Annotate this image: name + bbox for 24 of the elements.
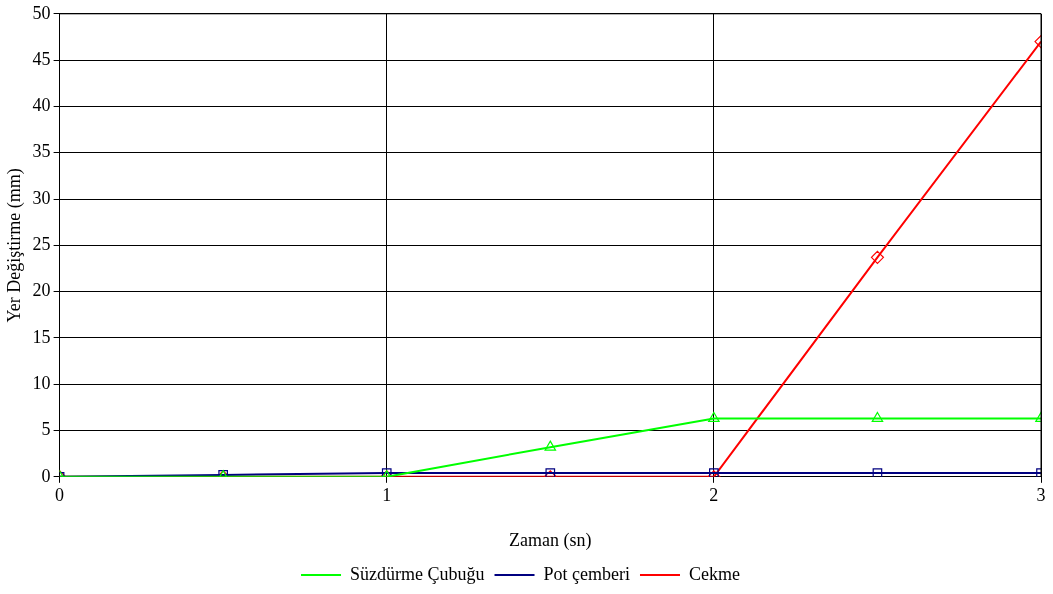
y-tick-label: 50 [32, 2, 51, 23]
y-tick-label: 5 [41, 419, 51, 440]
x-axis-title: Zaman (sn) [509, 529, 592, 551]
y-tick-label: 25 [32, 234, 51, 255]
point [871, 411, 884, 423]
y-tick-label: 20 [32, 280, 51, 301]
y-axis-title: Yer Değiştirme (mm) [3, 168, 25, 323]
legend-label: Pot çemberi [543, 563, 630, 584]
y-tick-label: 45 [32, 48, 51, 69]
legend-label: Süzdürme Çubuğu [350, 563, 485, 584]
x-tick-label: 2 [709, 485, 719, 506]
legend-label: Cekme [688, 563, 740, 584]
x-tick-label: 3 [1036, 485, 1046, 506]
x-tick-label: 1 [382, 485, 392, 506]
y-tick-label: 40 [32, 95, 51, 116]
point [708, 411, 720, 423]
point [544, 440, 557, 451]
y-tick-label: 0 [41, 465, 51, 486]
point [870, 250, 885, 264]
y-tick-label: 15 [32, 326, 51, 347]
y-tick-label: 35 [32, 141, 51, 162]
y-tick-label: 30 [32, 187, 51, 208]
x-tick-label: 0 [55, 485, 65, 506]
y-tick-label: 10 [32, 372, 51, 393]
